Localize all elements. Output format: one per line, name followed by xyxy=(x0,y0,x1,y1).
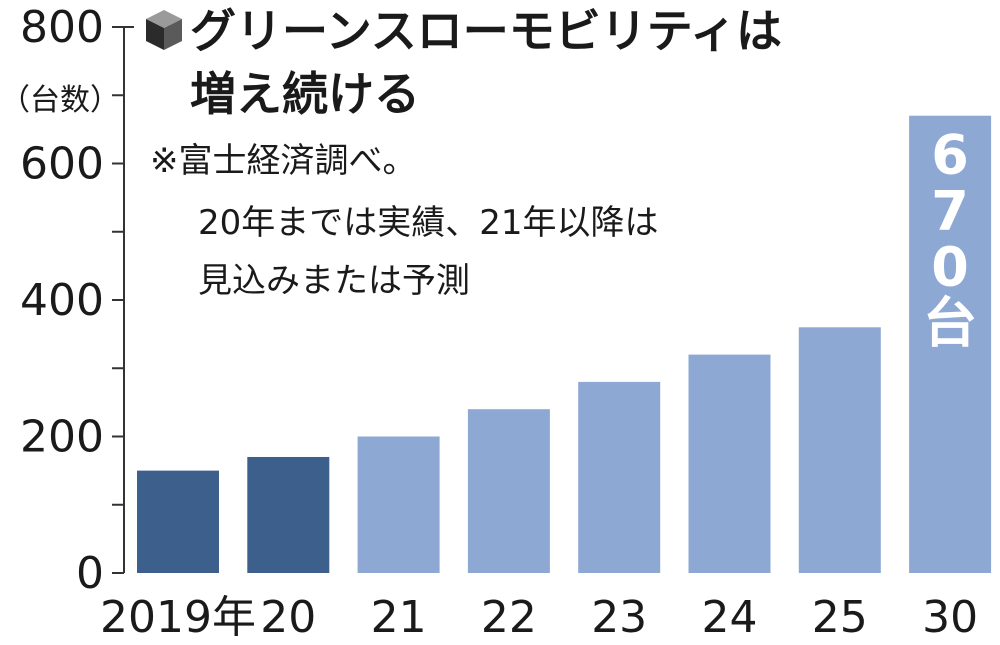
x-tick-label: 23 xyxy=(591,592,647,643)
y-tick-label: 0 xyxy=(76,548,104,599)
data-label-char: 台 xyxy=(923,292,977,355)
x-tick-label: 25 xyxy=(812,592,868,643)
data-label-char: 0 xyxy=(931,236,969,299)
data-label-char: 7 xyxy=(931,180,969,243)
chart-title-line-2: 増え続ける xyxy=(190,67,420,121)
x-tick-label: 2019年 xyxy=(100,592,256,643)
chart-title-line-1: グリーンスローモビリティは xyxy=(190,4,782,58)
x-tick-label: 22 xyxy=(481,592,537,643)
x-tick-label: 20 xyxy=(260,592,316,643)
y-axis-unit-label: （台数） xyxy=(0,83,120,118)
bar xyxy=(137,470,219,573)
cube-icon xyxy=(146,10,182,50)
x-tick-label: 24 xyxy=(702,592,758,643)
bar xyxy=(578,381,661,573)
bar xyxy=(909,115,992,573)
data-label-char: 6 xyxy=(931,124,969,187)
y-tick-label: 600 xyxy=(20,139,104,190)
source-note-line-2: 20年までは実績、21年以降は xyxy=(198,203,659,243)
y-tick-label: 400 xyxy=(20,275,104,326)
y-tick-label: 200 xyxy=(20,412,104,463)
y-tick-label: 800 xyxy=(20,2,104,53)
x-tick-label: 30 xyxy=(922,592,978,643)
source-note-line-1: ※富士経済調べ。 xyxy=(150,141,417,181)
x-tick-label: 21 xyxy=(371,592,427,643)
bar xyxy=(357,436,440,573)
source-note-line-3: 見込みまたは予測 xyxy=(198,261,470,301)
bar xyxy=(467,409,550,573)
bar xyxy=(688,354,771,573)
bar xyxy=(247,456,330,573)
bar xyxy=(798,327,881,573)
